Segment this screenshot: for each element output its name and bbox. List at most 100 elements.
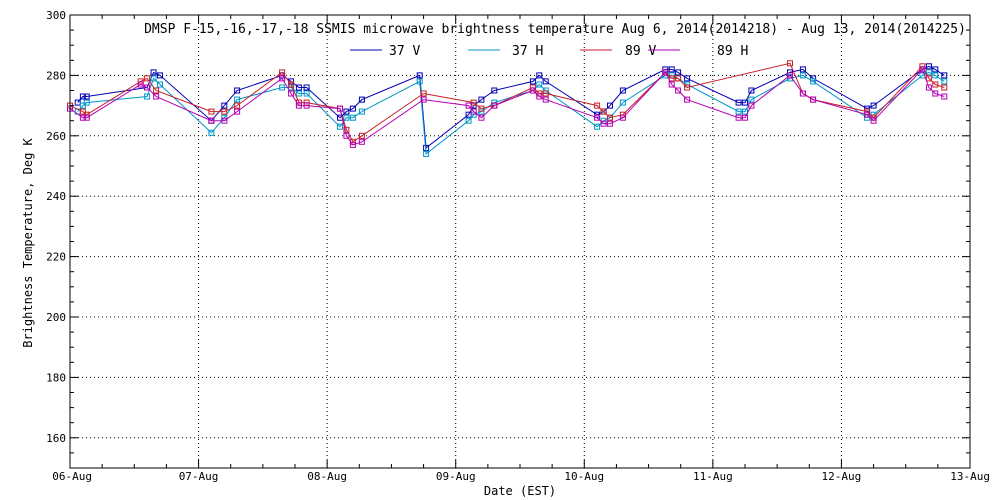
- point-37-v-28: [607, 102, 613, 109]
- point-37-v-5: [157, 72, 163, 79]
- point-89-h-2: [83, 114, 90, 121]
- point-89-v-32: [787, 60, 793, 67]
- y-tick-label-240: 240: [46, 190, 66, 203]
- point-37-v-29: [619, 87, 626, 94]
- y-tick-label-300: 300: [46, 9, 66, 22]
- point-89-v-31: [684, 84, 691, 91]
- point-89-v-10: [288, 81, 295, 88]
- x-tick-label-1: 07-Aug: [179, 470, 219, 483]
- point-37-h-24: [536, 81, 543, 88]
- legend-item-37h: 37 H: [468, 44, 543, 59]
- point-89-h-19: [470, 108, 477, 115]
- point-89-v-14: [343, 126, 350, 133]
- point-37-v-32: [675, 69, 682, 76]
- point-37-v-31: [668, 66, 675, 73]
- series-layer: [67, 60, 948, 157]
- label-layer: 160 180 200 220 240 260 280 300 06-Aug 07-Aug 08-A…: [46, 9, 990, 483]
- point-37-v-43: [925, 63, 932, 70]
- point-89-h-7: [221, 117, 228, 124]
- point-89-v-25: [600, 108, 607, 115]
- point-37-v-25: [542, 78, 549, 85]
- x-tick-label-5: 11-Aug: [693, 470, 733, 483]
- y-tick-label-260: 260: [46, 130, 66, 143]
- x-tick-label-2: 08-Aug: [307, 470, 347, 483]
- point-89-h-5: [153, 93, 160, 100]
- point-37-h-36: [748, 96, 755, 103]
- point-37-v-22: [491, 87, 498, 94]
- point-37-v-4: [150, 69, 157, 76]
- y-tick-label-280: 280: [46, 69, 66, 82]
- point-89-h-3: [137, 81, 144, 88]
- point-89-h-32: [684, 96, 691, 103]
- series-line-37-v: [77, 65, 945, 149]
- point-89-v-40: [941, 84, 948, 91]
- point-89-h-27: [607, 120, 613, 127]
- axis-layer: [69, 14, 971, 469]
- point-37-v-1: [79, 93, 86, 100]
- point-89-h-40: [870, 117, 877, 124]
- point-89-v-29: [668, 75, 675, 82]
- legend-item-37v: 37 V: [350, 44, 420, 59]
- point-89-h-4: [144, 84, 151, 91]
- point-89-h-22: [529, 87, 536, 94]
- y-tick-label-160: 160: [46, 432, 66, 445]
- point-89-h-30: [668, 81, 675, 88]
- point-89-h-1: [79, 114, 86, 121]
- point-89-h-9: [279, 75, 286, 82]
- point-89-v-23: [542, 90, 549, 97]
- y-axis-label: Brightness Temperature, Deg K: [21, 137, 35, 347]
- point-37-v-12: [303, 84, 310, 91]
- x-tick-label-4: 10-Aug: [564, 470, 604, 483]
- point-89-h-33: [735, 114, 742, 121]
- point-89-h-25: [594, 114, 601, 121]
- point-37-h-43: [925, 69, 932, 76]
- point-89-h-24: [542, 96, 549, 103]
- point-37-h-4: [150, 75, 157, 82]
- point-37-v-7: [221, 102, 228, 109]
- point-89-h-10: [288, 90, 295, 97]
- point-37-v-35: [742, 99, 748, 106]
- point-37-h-15: [349, 114, 356, 121]
- point-37-h-11: [295, 90, 302, 97]
- legend-label-37h: 37 H: [512, 44, 543, 59]
- point-37-h-39: [810, 78, 817, 85]
- legend-label-37v: 37 V: [389, 44, 420, 59]
- point-37-v-11: [295, 84, 302, 91]
- point-89-v-5: [153, 87, 160, 94]
- point-37-v-21: [478, 96, 485, 103]
- series-89-h: [67, 66, 948, 148]
- point-37-h-5: [157, 81, 163, 88]
- point-37-h-16: [358, 108, 365, 115]
- point-89-v-38: [925, 75, 932, 82]
- point-89-h-8: [234, 108, 241, 115]
- point-37-h-44: [932, 72, 939, 79]
- point-37-v-15: [349, 105, 356, 112]
- point-37-v-24: [536, 72, 543, 79]
- point-89-h-42: [925, 84, 932, 91]
- point-89-h-41: [919, 66, 926, 73]
- x-tick-label-3: 09-Aug: [436, 470, 476, 483]
- point-37-v-45: [941, 72, 948, 79]
- point-37-h-14: [343, 114, 350, 121]
- series-line-89-h: [69, 68, 945, 146]
- point-37-v-8: [234, 87, 241, 94]
- point-89-h-21: [491, 102, 498, 109]
- point-37-h-45: [941, 78, 948, 85]
- point-37-v-38: [799, 66, 806, 73]
- point-89-v-26: [607, 114, 613, 121]
- point-89-v-8: [234, 102, 241, 109]
- legend-item-89v: 89 V: [580, 44, 656, 59]
- point-37-h-18: [423, 150, 430, 157]
- point-89-h-6: [208, 117, 215, 124]
- point-37-v-33: [684, 75, 691, 82]
- point-89-v-35: [864, 108, 871, 115]
- point-89-h-20: [478, 114, 485, 121]
- x-tick-label-6: 12-Aug: [822, 470, 862, 483]
- point-89-v-6: [208, 108, 215, 115]
- point-89-v-19: [478, 105, 485, 112]
- point-37-h-38: [799, 72, 806, 79]
- x-tick-label-7: 13-Aug: [950, 470, 990, 483]
- legend-label-89v: 89 V: [625, 44, 656, 59]
